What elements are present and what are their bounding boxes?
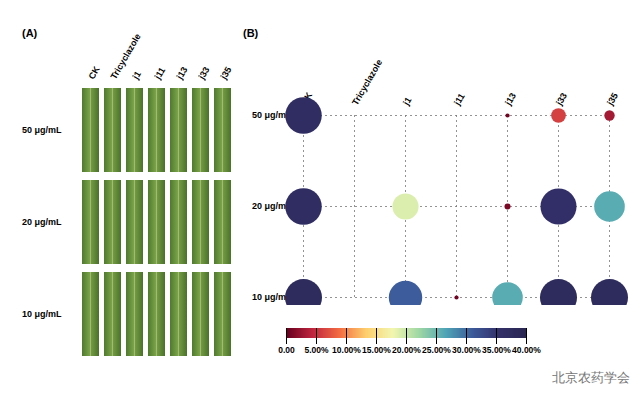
svg-text:25.00%: 25.00% [422,345,451,355]
html-text:(B): (B) [243,27,259,39]
svg-text:50 μg/mL: 50 μg/mL [22,125,62,135]
svg-text:15.00%: 15.00% [362,345,391,355]
svg-text:Tricyclazole: Tricyclazole [109,32,143,81]
svg-text:j13: j13 [503,91,518,108]
svg-text:j35: j35 [218,65,233,82]
svg-text:j1: j1 [130,69,143,81]
svg-text:j11: j11 [152,66,167,82]
svg-text:35.00%: 35.00% [482,345,511,355]
svg-text:20 μg/mL: 20 μg/mL [22,217,62,227]
svg-text:20 μg/mL: 20 μg/mL [252,201,292,212]
svg-text:j13: j13 [174,65,189,82]
svg-text:CK: CK [87,64,102,81]
svg-text:20.00%: 20.00% [392,345,421,355]
svg-text:10 μg/mL: 10 μg/mL [22,309,62,319]
html-text:北京农药学会: 北京农药学会 [552,370,630,385]
svg-text:5.00%: 5.00% [304,345,329,355]
svg-text:Tricyclazole: Tricyclazole [350,58,384,107]
svg-text:50 μg/mL: 50 μg/mL [252,110,292,121]
svg-text:j1: j1 [401,95,414,107]
svg-text:j35: j35 [605,91,620,108]
svg-text:j11: j11 [452,92,467,108]
svg-text:j33: j33 [554,91,569,108]
svg-text:10.00%: 10.00% [332,345,361,355]
svg-text:40.00%: 40.00% [512,345,541,355]
svg-text:10 μg/mL: 10 μg/mL [252,292,292,303]
svg-text:j33: j33 [196,65,211,82]
svg-text:30.00%: 30.00% [452,345,481,355]
svg-text:0.00: 0.00 [278,345,295,355]
svg-text:(A): (A) [22,27,38,39]
